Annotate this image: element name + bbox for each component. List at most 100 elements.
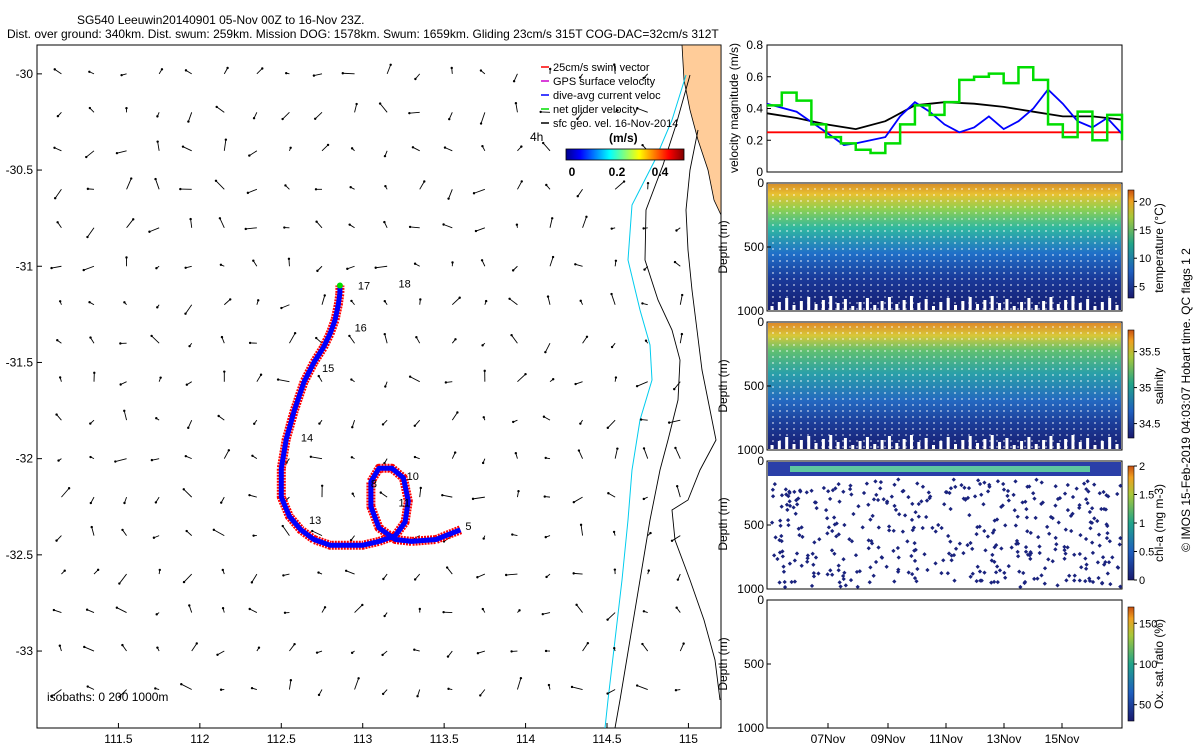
salinity-colorbar [1127,329,1135,439]
geo-vector-head [188,344,191,348]
geo-vector [384,334,388,344]
chl-sample [1104,535,1110,541]
chlorophyll-cbar-label: chl-a (mg m-3) [1152,484,1166,562]
chl-sample [1054,542,1059,547]
geo-vector-head [180,683,183,686]
geo-vector-head [448,117,451,121]
geo-vector-head [350,147,354,150]
chl-sample [1031,491,1036,496]
geo-vector-head [616,109,619,112]
chl-sample [970,546,975,551]
chl-sample [926,490,931,495]
geo-vector-head [56,221,59,224]
geo-vector-head [323,606,327,609]
chl-sample [1086,489,1091,494]
geo-vector-head [52,608,56,612]
geo-vector-head [411,146,415,149]
geo-vector-head [185,383,189,386]
geo-vector-head [607,492,610,495]
chl-sample [1063,527,1068,532]
geo-vector-head [519,676,523,680]
chl-sample [933,561,938,566]
geo-vector-head [184,266,187,269]
map-xtick-label: 114.5 [592,732,621,746]
geo-vector [281,304,290,309]
chl-sample [816,571,821,576]
geo-vector-head [351,425,354,429]
geo-vector-head [670,539,674,543]
chl-sample [1069,528,1074,534]
temperature-colorbar [1127,189,1135,299]
geo-vector [54,68,62,75]
geo-vector-head [423,180,426,183]
geo-vector [679,643,685,652]
chl-sample [785,517,791,523]
chl-sample [777,550,783,555]
chl-sample [925,567,930,573]
geo-vector-head [182,580,186,584]
geo-vector-head [154,177,157,181]
chl-sample [1084,497,1089,502]
geo-vector-head [309,455,313,458]
chl-sample [784,502,790,507]
geo-vector [614,181,625,190]
chl-sample [809,488,814,493]
geo-vector [187,112,193,122]
geo-vector [379,103,388,113]
chl-sample [1103,559,1108,565]
chl-sample [1090,579,1096,585]
chl-sample [830,572,835,577]
geo-vector-head [217,414,220,418]
chl-sample [1106,494,1111,499]
chl-sample [909,553,914,559]
chl-sample [772,482,777,487]
chl-sample [1062,491,1068,496]
geo-vector-head [579,299,582,303]
geo-vector-head [378,102,382,105]
chl-sample [875,497,881,503]
geo-vector-head [152,536,156,539]
chl-sample [985,534,990,539]
geo-vector-head [642,447,646,450]
geo-vector-head [119,342,122,345]
geo-vector-head [545,575,548,579]
temperature-ylabel: Depth (m) [716,220,730,273]
chl-sample [1082,481,1087,486]
geo-vector-head [641,302,644,305]
chl-sample [1062,556,1067,561]
legend-label-3: net glider velocity [553,104,638,116]
chl-sample [829,548,835,553]
chl-sample [1100,555,1106,560]
map-ytick-label: -31.5 [6,355,34,369]
map-axis-ticks: 111.5 112 112.5 113 113.5 114 114.5 115-30-30.5… [6,67,699,746]
chl-sample [1099,581,1105,586]
geo-vector-head [383,299,386,303]
geo-vector-head [123,409,126,413]
chl-sample [1064,578,1069,583]
chl-sample [796,526,801,531]
geo-vector-head [447,197,450,200]
geo-vector [151,458,160,461]
geo-vector-head [413,262,417,265]
geo-vector-head [285,71,288,75]
geo-vector [575,263,583,267]
geo-vector-head [641,642,644,646]
geo-vector-head [179,187,182,191]
geo-vector [87,227,95,238]
temperature-panel: temperature (°C) Depth (m) [716,182,1166,312]
chl-sample [1015,549,1020,554]
chl-sample [1027,553,1032,558]
geo-vector [316,221,323,229]
geo-vector-head [447,687,450,691]
cbar-tick-label: 0 [1139,575,1145,587]
geo-vector-head [320,484,324,488]
geo-vector [155,178,160,190]
chl-sample [974,579,979,584]
chl-sample [772,553,777,558]
chl-sample [912,558,918,563]
chl-sample [951,477,956,482]
geo-vector-head [150,458,154,462]
geo-vector-head [57,459,60,462]
geo-vector [126,178,132,190]
geo-vector [515,103,518,113]
